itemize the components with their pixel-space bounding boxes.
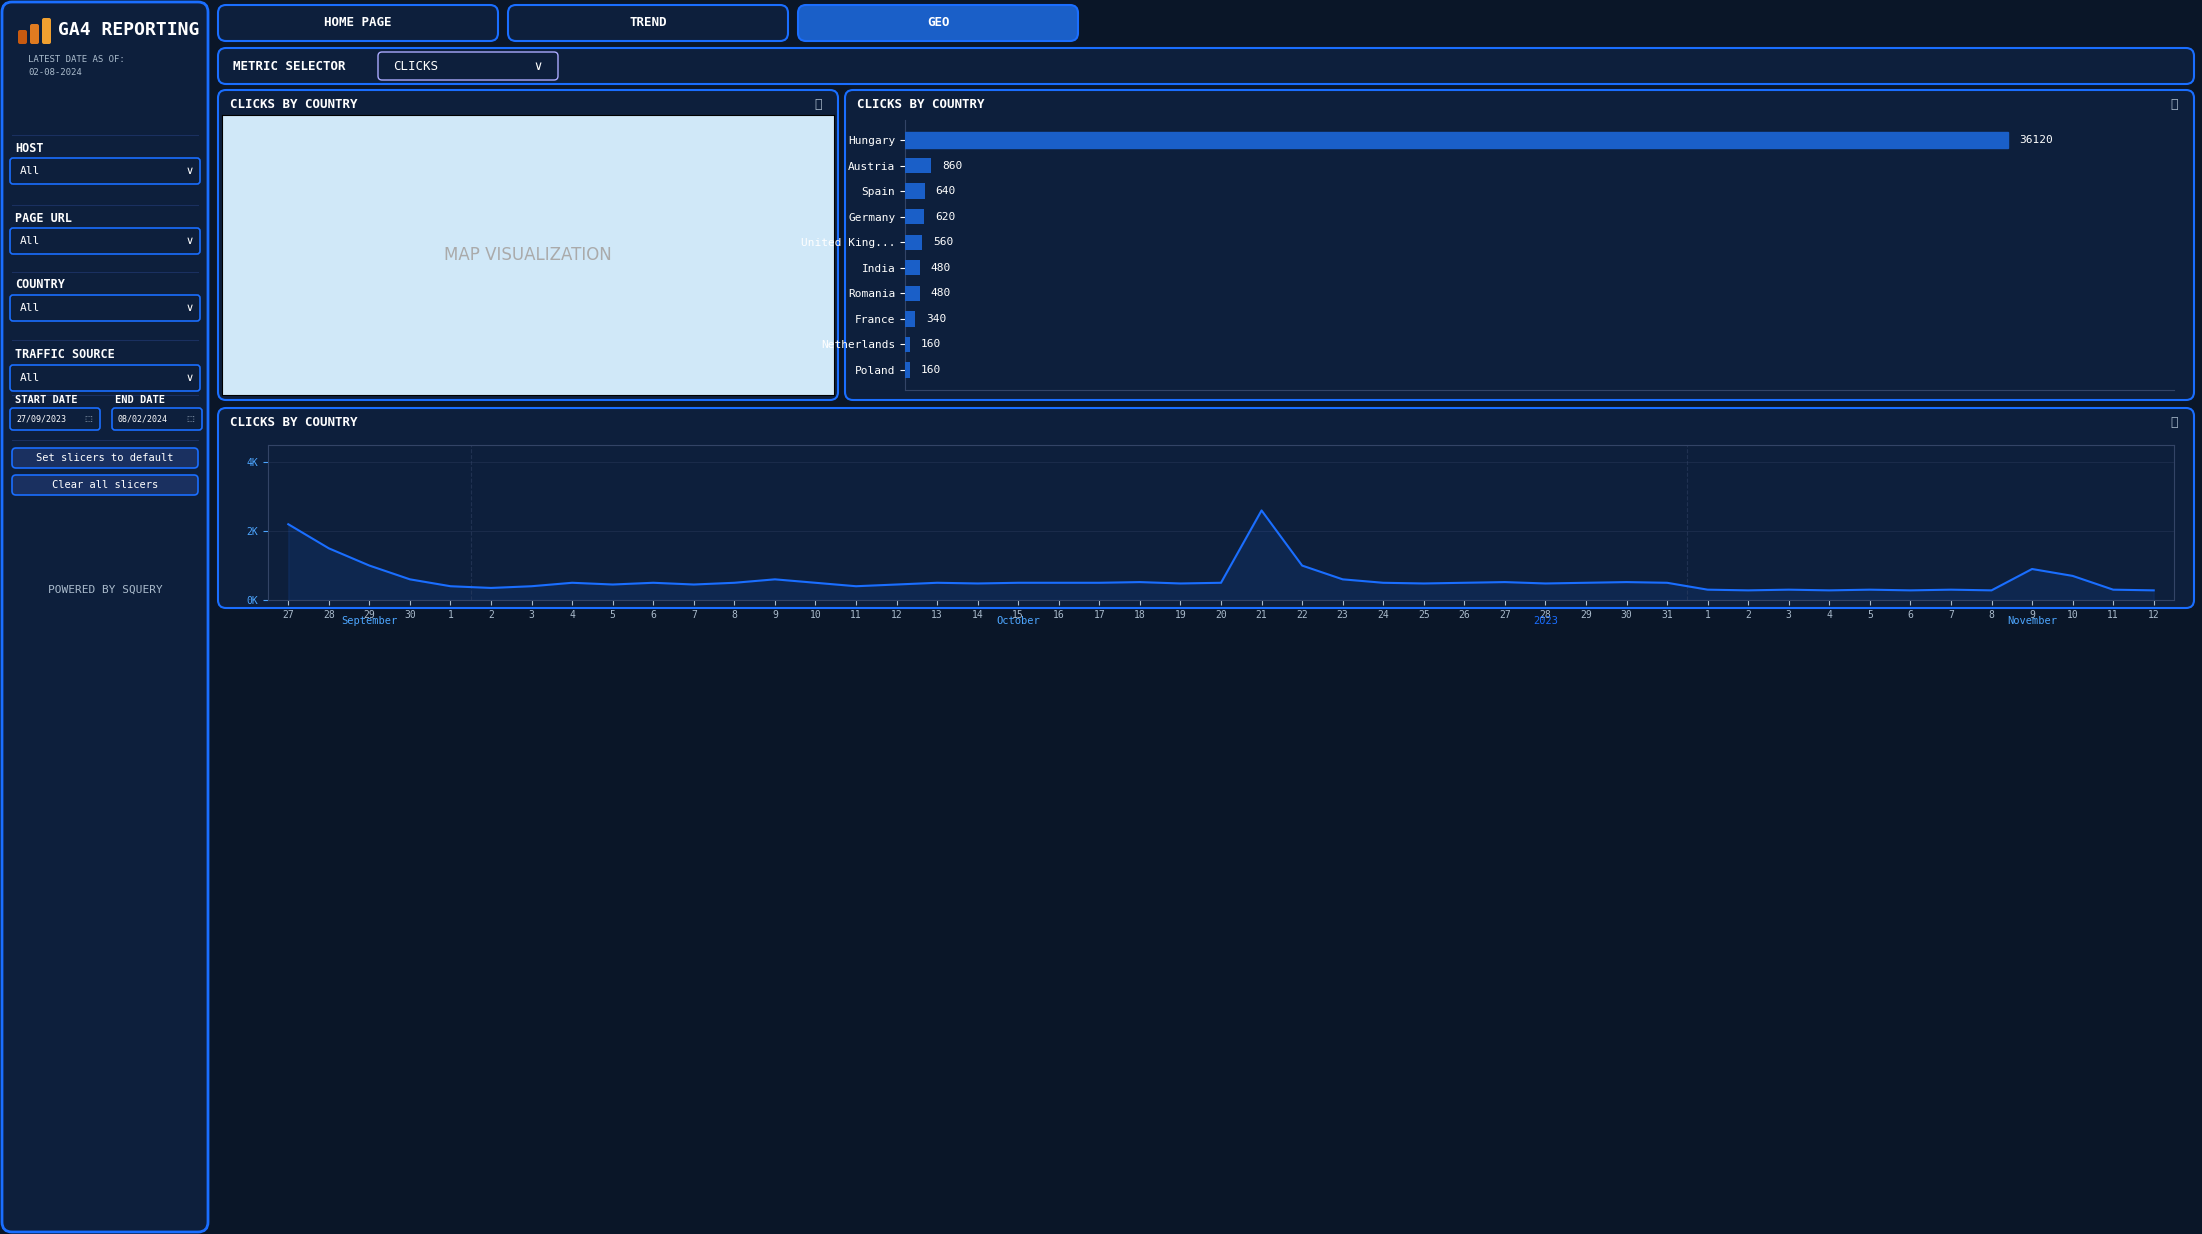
FancyBboxPatch shape xyxy=(218,5,498,41)
Text: All: All xyxy=(20,373,40,383)
Text: GA4 REPORTING: GA4 REPORTING xyxy=(57,21,200,39)
Bar xyxy=(905,184,925,199)
Text: HOME PAGE: HOME PAGE xyxy=(324,16,392,30)
Text: 480: 480 xyxy=(931,263,951,273)
FancyBboxPatch shape xyxy=(11,158,200,184)
Bar xyxy=(905,158,931,173)
Bar xyxy=(905,209,925,225)
FancyBboxPatch shape xyxy=(218,48,2193,84)
Text: END DATE: END DATE xyxy=(115,395,165,405)
Text: ∨: ∨ xyxy=(185,167,194,176)
Bar xyxy=(905,286,920,301)
Text: November: November xyxy=(2006,616,2057,626)
FancyBboxPatch shape xyxy=(11,365,200,391)
Text: ∨: ∨ xyxy=(185,236,194,246)
Text: All: All xyxy=(20,304,40,313)
Text: All: All xyxy=(20,167,40,176)
Text: 860: 860 xyxy=(942,160,962,170)
Text: 36120: 36120 xyxy=(2019,135,2052,144)
Text: ⓘ: ⓘ xyxy=(2171,99,2178,111)
Text: COUNTRY: COUNTRY xyxy=(15,279,64,291)
FancyBboxPatch shape xyxy=(509,5,788,41)
Text: METRIC SELECTOR: METRIC SELECTOR xyxy=(233,59,346,73)
Text: START DATE: START DATE xyxy=(15,395,77,405)
Text: ⬚: ⬚ xyxy=(185,415,194,423)
Bar xyxy=(905,311,916,327)
Text: POWERED BY SQUERY: POWERED BY SQUERY xyxy=(48,585,163,595)
Text: ∨: ∨ xyxy=(185,373,194,383)
Text: ∨: ∨ xyxy=(533,59,542,73)
Text: CLICKS: CLICKS xyxy=(392,59,438,73)
Text: September: September xyxy=(341,616,399,626)
Text: HOST: HOST xyxy=(15,142,44,154)
FancyBboxPatch shape xyxy=(11,228,200,254)
Text: 560: 560 xyxy=(934,237,953,247)
Text: ⓘ: ⓘ xyxy=(815,99,821,111)
Text: ⓘ: ⓘ xyxy=(2171,417,2178,429)
Bar xyxy=(905,234,923,251)
Text: CLICKS BY COUNTRY: CLICKS BY COUNTRY xyxy=(229,417,357,429)
Text: All: All xyxy=(20,236,40,246)
Text: 160: 160 xyxy=(920,365,940,375)
Text: Set slicers to default: Set slicers to default xyxy=(35,453,174,463)
Bar xyxy=(905,260,920,275)
Text: TRAFFIC SOURCE: TRAFFIC SOURCE xyxy=(15,348,115,362)
Text: Clear all slicers: Clear all slicers xyxy=(53,480,159,490)
Text: 620: 620 xyxy=(936,212,956,222)
FancyBboxPatch shape xyxy=(11,475,198,495)
FancyBboxPatch shape xyxy=(846,90,2193,400)
Text: 640: 640 xyxy=(936,186,956,196)
Text: October: October xyxy=(995,616,1039,626)
Text: PAGE URL: PAGE URL xyxy=(15,211,73,225)
Text: MAP VISUALIZATION: MAP VISUALIZATION xyxy=(445,246,612,264)
Text: GEO: GEO xyxy=(927,16,949,30)
Bar xyxy=(905,363,909,378)
Text: LATEST DATE AS OF:
02-08-2024: LATEST DATE AS OF: 02-08-2024 xyxy=(29,56,126,78)
FancyBboxPatch shape xyxy=(2,2,207,1232)
Text: TREND: TREND xyxy=(630,16,667,30)
Text: ⬚: ⬚ xyxy=(84,415,92,423)
FancyBboxPatch shape xyxy=(112,408,203,429)
Bar xyxy=(905,132,2008,148)
Text: 27/09/2023: 27/09/2023 xyxy=(15,415,66,423)
Text: 480: 480 xyxy=(931,289,951,299)
FancyBboxPatch shape xyxy=(11,295,200,321)
FancyBboxPatch shape xyxy=(11,408,99,429)
FancyBboxPatch shape xyxy=(11,448,198,468)
FancyBboxPatch shape xyxy=(379,52,557,80)
Text: CLICKS BY COUNTRY: CLICKS BY COUNTRY xyxy=(229,99,357,111)
FancyBboxPatch shape xyxy=(797,5,1079,41)
FancyBboxPatch shape xyxy=(18,30,26,44)
Text: 2023: 2023 xyxy=(1533,616,1559,626)
Text: 160: 160 xyxy=(920,339,940,349)
FancyBboxPatch shape xyxy=(31,23,40,44)
Text: 08/02/2024: 08/02/2024 xyxy=(119,415,167,423)
FancyBboxPatch shape xyxy=(218,90,839,400)
Text: 340: 340 xyxy=(927,313,947,323)
Text: CLICKS BY COUNTRY: CLICKS BY COUNTRY xyxy=(857,99,984,111)
FancyBboxPatch shape xyxy=(42,19,51,44)
FancyBboxPatch shape xyxy=(218,408,2193,608)
Bar xyxy=(905,337,909,352)
Text: ∨: ∨ xyxy=(185,304,194,313)
